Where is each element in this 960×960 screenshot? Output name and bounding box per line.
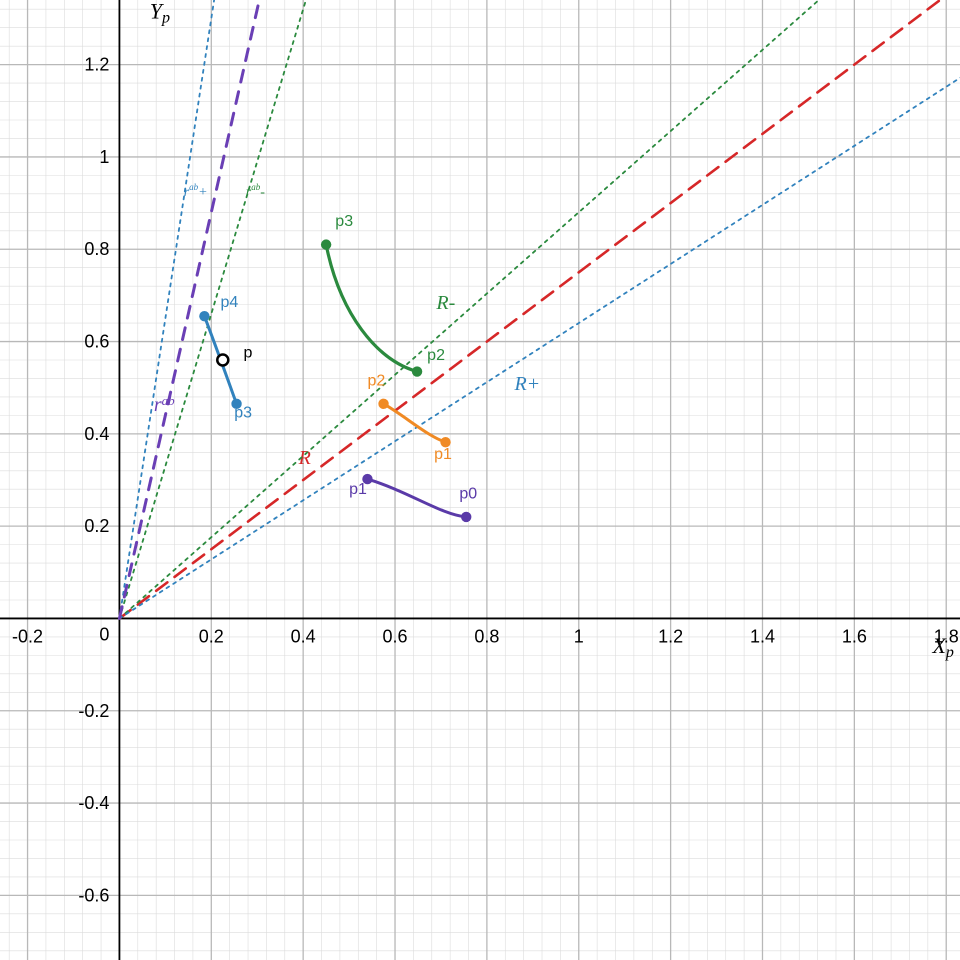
ray-label-R_plus: R+ [513,373,540,395]
y-axis-label: Yp [150,0,170,26]
curve-indigo [367,479,466,517]
y-tick-label: 0.8 [84,239,109,259]
point-blue-start [199,311,209,321]
y-tick-label: 1 [99,147,109,167]
y-tick-label: -0.6 [78,885,109,905]
grid [0,0,960,960]
point-green-start [321,239,331,249]
y-tick-label: 0.2 [84,516,109,536]
point-label-green-start: p3 [335,213,353,230]
point-label-indigo-start: p1 [349,481,367,498]
point-label-orange-start: p2 [367,372,385,389]
y-tick-label: 0.4 [84,424,109,444]
y-tick-label: -0.4 [78,793,109,813]
x-tick-label: -0.2 [12,626,43,646]
point-label-p: p [243,345,252,362]
origin-label: 0 [99,624,109,644]
ray-label-R: R [298,447,311,469]
ray-label-rab: rab [154,393,175,416]
point-label-blue-start: p4 [220,294,238,311]
x-tick-label: 0.2 [199,626,224,646]
point-label-orange-end: p1 [434,446,452,463]
x-tick-label: 0.8 [474,626,499,646]
grid [0,0,960,960]
point-label-indigo-end: p0 [459,485,477,502]
point-indigo-end [461,512,471,522]
phase-plot: -0.20.20.40.60.811.21.41.61.8-0.6-0.4-0.… [0,0,960,960]
point-label-blue-end: p3 [234,405,252,422]
ray-label-R_minus: R- [435,292,455,314]
point-p [217,355,228,366]
point-green-end [412,366,422,376]
y-tick-label: -0.2 [78,701,109,721]
point-label-green-end: p2 [427,347,445,364]
x-tick-label: 0.6 [383,626,408,646]
x-tick-label: 1 [574,626,584,646]
y-tick-label: 1.2 [84,55,109,75]
x-tick-label: 1.4 [750,626,775,646]
x-tick-label: 0.4 [291,626,316,646]
point-orange-start [378,399,388,409]
x-tick-label: 1.2 [658,626,683,646]
y-tick-label: 0.6 [84,332,109,352]
curve-orange [384,404,446,442]
x-tick-label: 1.6 [842,626,867,646]
ray-label-rab_plus: rab+ [184,182,208,200]
ray-label-rab_minus: rab- [246,182,265,200]
